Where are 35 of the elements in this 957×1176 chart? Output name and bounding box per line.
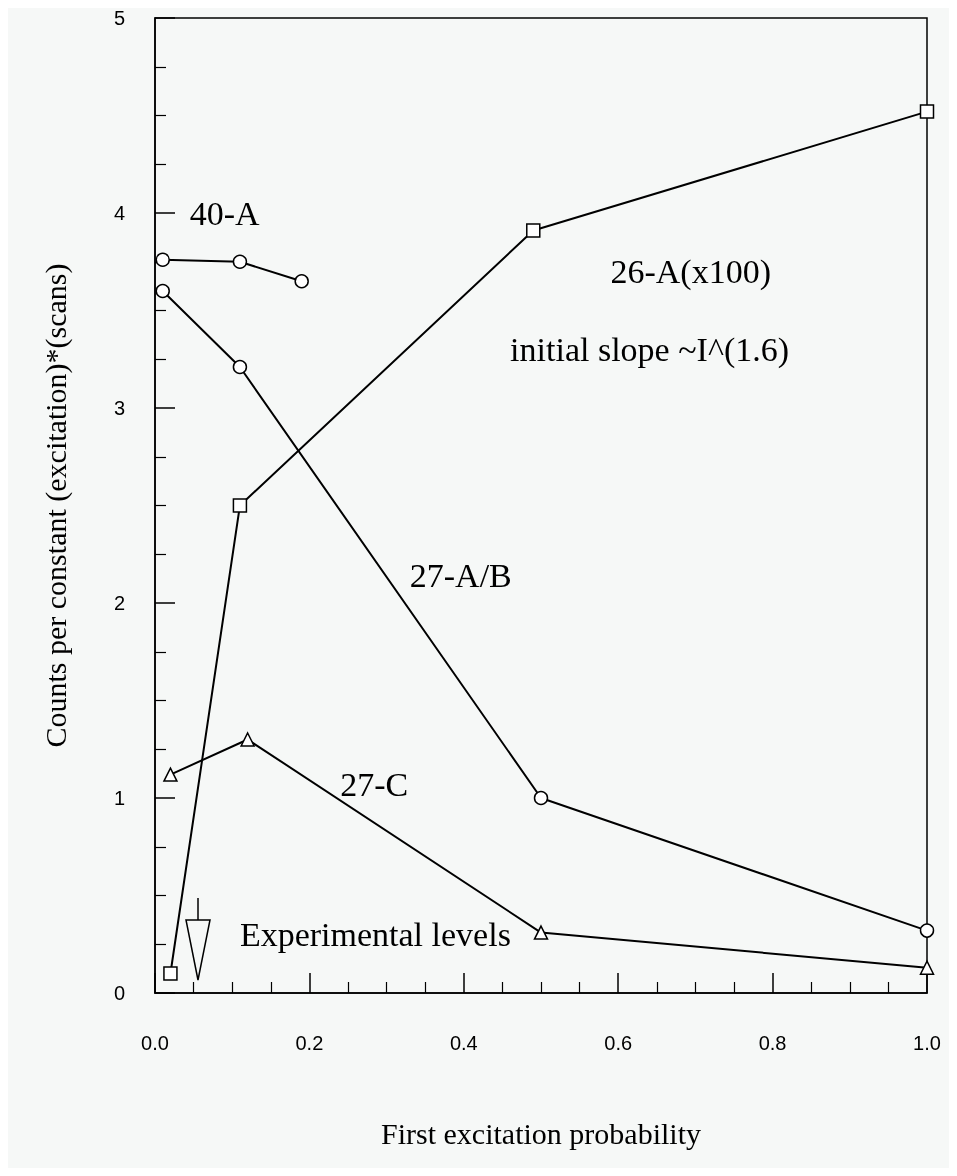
series-label: 26-A(x100) [610,253,772,291]
point [533,790,549,806]
y-tick-label: 2 [113,592,125,614]
y-tick-label: 5 [113,7,125,29]
x-tick-label: 1.0 [913,1032,941,1054]
point [294,274,309,289]
series-label: 27-C [340,765,409,803]
point [155,283,170,299]
x-tick-label: 0.0 [141,1032,169,1054]
point [240,732,255,747]
point [919,923,935,938]
point [533,925,549,940]
x-tick-label: 0.2 [295,1032,324,1054]
y-tick-label: 4 [113,202,125,224]
point [232,498,248,513]
point [163,966,178,981]
legend-label: 40-A [189,194,261,232]
y-tick-label: 1 [113,787,125,809]
point [919,960,935,975]
y-axis-title: Counts per constant (excitation)*(scans) [38,263,73,748]
point [155,252,170,268]
y-tick-label: 3 [113,397,125,419]
point [232,254,248,269]
x-tick-label: 0.6 [604,1032,633,1054]
annotation: Experimental levels [239,916,511,953]
point [526,223,541,238]
point [919,104,935,119]
x-axis-title: First excitation probability [381,1116,701,1150]
y-tick-label: 0 [113,982,125,1004]
point [232,359,248,375]
x-tick-label: 0.4 [449,1032,478,1054]
point [163,767,178,782]
x-tick-label: 0.8 [758,1032,787,1054]
annotation: initial slope ~I^(1.6) [510,331,790,369]
series-label: 27-A/B [409,557,512,595]
